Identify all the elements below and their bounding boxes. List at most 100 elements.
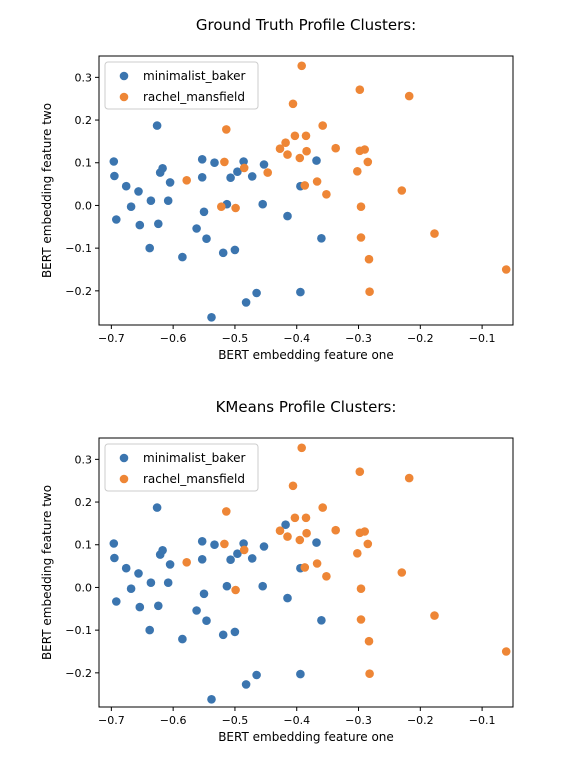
y-tick-label: 0.0 [75,199,93,212]
data-point [301,131,311,141]
x-tick-label: −0.1 [469,332,496,345]
data-point [220,539,229,549]
data-point [152,503,162,512]
data-point [135,220,145,230]
data-point [226,173,235,182]
data-point [121,181,131,191]
data-points [109,443,511,704]
data-point [146,196,156,205]
data-point [364,254,374,264]
data-point [197,537,207,546]
chart-2: KMeans Profile Clusters: −0.7 −0.6 −0.5 −0.4… [40,398,514,744]
y-tick-label: 0.0 [75,581,93,594]
x-tick-label: −0.5 [222,332,249,345]
data-point [210,158,219,167]
data-point [222,125,231,134]
data-point [404,473,414,483]
data-point [297,443,307,453]
data-point [263,168,273,177]
data-point [356,202,366,211]
data-point [259,160,269,169]
x-tick-label: −0.7 [98,332,125,345]
data-point [397,568,407,577]
legend-marker [119,71,129,81]
data-point [501,647,511,656]
series-rachel_mansfield [182,443,511,678]
y-tick-label: −0.1 [65,624,92,637]
data-point [295,153,305,163]
series-minimalist_baker [109,503,326,704]
data-point [296,669,305,679]
data-point [281,138,290,147]
data-point [501,265,511,274]
data-point [239,545,249,555]
data-point [226,555,235,564]
chart-title: Ground Truth Profile Clusters: [196,16,416,34]
data-point [207,313,216,322]
data-point [134,187,143,196]
data-point [199,589,209,599]
legend-marker [119,453,129,463]
data-point [110,553,119,563]
data-point [239,157,248,166]
data-point [259,542,269,551]
data-point [178,634,187,644]
x-tick-label: −0.1 [469,714,496,727]
data-point [134,569,143,578]
data-point [241,680,251,689]
data-point [300,181,310,190]
data-point [165,178,175,187]
data-point [317,234,326,243]
data-point [318,121,328,130]
legend-marker [119,474,129,484]
data-point [356,233,366,242]
data-point [231,203,240,213]
data-point [207,695,216,704]
data-point [222,507,231,516]
x-tick-label: −0.3 [345,332,372,345]
x-tick-label: −0.2 [407,332,434,345]
legend-label: rachel_mansfield [143,90,245,104]
data-point [302,146,311,156]
data-point [356,584,366,593]
data-point [135,602,145,612]
data-point [197,555,207,564]
data-point [322,190,331,199]
y-tick-label: −0.2 [65,285,92,298]
data-point [312,156,321,165]
y-tick-label: 0.3 [75,453,93,466]
data-point [364,636,374,646]
data-point [355,85,365,94]
data-point [126,584,136,593]
data-point [178,252,187,262]
data-point [109,539,119,548]
data-point [365,287,374,297]
data-point [312,559,322,568]
data-point [301,513,311,523]
data-point [404,91,414,101]
data-point [300,563,310,572]
data-point [202,616,211,625]
data-point [154,219,163,229]
data-point [252,670,261,680]
data-point [360,145,370,154]
legend-box [104,61,259,110]
data-point [163,578,173,587]
data-point [283,150,292,159]
y-tick-label: 0.2 [75,114,93,127]
data-point [239,539,248,548]
data-point [230,245,240,255]
data-point [197,173,207,182]
data-point [146,578,156,587]
data-point [182,176,191,185]
data-point [158,164,167,173]
plot-frame [98,55,514,326]
data-point [241,298,251,307]
x-tick-label: −0.6 [160,332,187,345]
data-point [312,538,321,547]
data-point [247,554,257,563]
plot-frame [98,437,514,708]
data-point [231,585,240,595]
y-axis-label: BERT embedding feature two [40,103,54,278]
legend-marker [119,92,129,102]
